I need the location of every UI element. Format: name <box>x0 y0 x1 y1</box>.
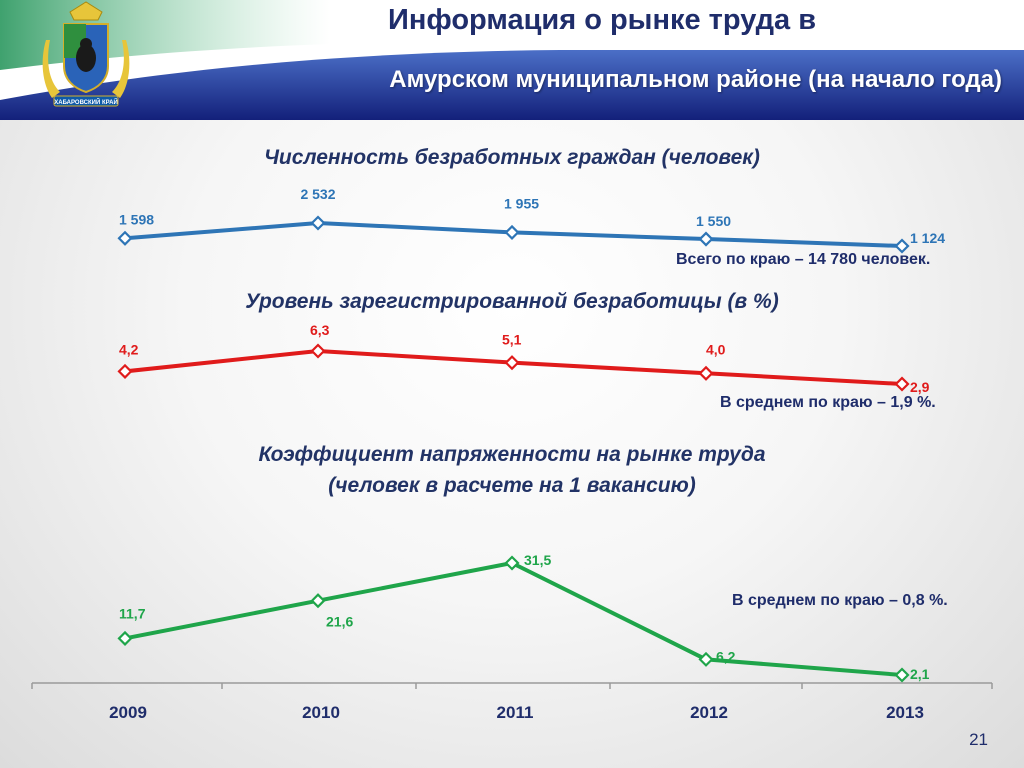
tension-chart-title-line1: Коэффициент напряженности на рынке труда <box>258 443 766 466</box>
rate-point-2011 <box>504 355 520 371</box>
rate-data-label-2009: 4,2 <box>119 341 139 357</box>
x-tick-label-2010: 2010 <box>302 703 340 722</box>
rate-point-2013 <box>894 376 910 392</box>
x-tick-label-2009: 2009 <box>109 703 147 722</box>
x-tick-label-2013: 2013 <box>886 703 924 722</box>
tension-chart-title-line2: (человек в расчете на 1 вакансию) <box>328 474 696 497</box>
unemployed-data-label-2010: 2 532 <box>300 186 335 202</box>
rate-data-label-2013: 2,9 <box>910 379 930 395</box>
tension-point-2012 <box>698 651 714 667</box>
rate-data-label-2011: 5,1 <box>502 332 522 348</box>
tension-point-2009 <box>117 630 133 646</box>
unemployed-point-2010 <box>310 215 326 231</box>
unemployed-data-label-2009: 1 598 <box>119 211 154 227</box>
tension-data-label-2012: 6,2 <box>716 648 736 664</box>
tension-point-2011 <box>504 555 520 571</box>
tension-region-note: В среднем по краю – 0,8 %. <box>732 592 948 609</box>
tension-data-label-2013: 2,1 <box>910 666 930 682</box>
unemployed-data-label-2011: 1 955 <box>504 195 539 211</box>
rate-point-2009 <box>117 363 133 379</box>
x-tick-label-2012: 2012 <box>690 703 728 722</box>
khabarovsk-krai-coat-of-arms-icon: ХАБАРОВСКИЙ КРАЙ <box>42 1 130 107</box>
svg-text:ХАБАРОВСКИЙ КРАЙ: ХАБАРОВСКИЙ КРАЙ <box>54 98 118 106</box>
tension-data-label-2009: 11,7 <box>119 605 146 621</box>
slide-header: ХАБАРОВСКИЙ КРАЙ Информация о рынке труд… <box>0 0 1024 120</box>
unemployed-data-label-2012: 1 550 <box>696 213 731 229</box>
page-number: 21 <box>969 730 988 749</box>
unemployed-point-2013 <box>894 238 910 254</box>
tension-series-line <box>124 561 903 677</box>
tension-data-label-2010: 21,6 <box>326 614 353 630</box>
unemployed-data-label-2013: 1 124 <box>910 230 945 246</box>
slide-title-line1: Информация о рынке труда в <box>387 4 817 36</box>
unemployed-chart-title: Численность безработных граждан (человек… <box>264 146 760 169</box>
rate-point-2010 <box>310 343 326 359</box>
rate-data-label-2010: 6,3 <box>310 322 330 338</box>
rate-chart-title: Уровень зарегистрированной безработицы (… <box>245 290 779 313</box>
rate-data-label-2012: 4,0 <box>706 341 726 357</box>
tension-point-2013 <box>894 667 910 683</box>
tension-data-label-2011: 31,5 <box>524 552 551 568</box>
x-tick-label-2011: 2011 <box>497 703 534 722</box>
rate-region-note: В среднем по краю – 1,9 %. <box>720 394 936 411</box>
slide-title-line2: Амурском муниципальном районе (на начало… <box>389 66 1002 93</box>
unemployed-region-note: Всего по краю – 14 780 человек. <box>676 251 931 268</box>
tension-point-2010 <box>310 593 326 609</box>
unemployed-point-2009 <box>117 230 133 246</box>
rate-point-2012 <box>698 365 714 381</box>
unemployed-point-2012 <box>698 231 714 247</box>
unemployed-point-2011 <box>504 224 520 240</box>
